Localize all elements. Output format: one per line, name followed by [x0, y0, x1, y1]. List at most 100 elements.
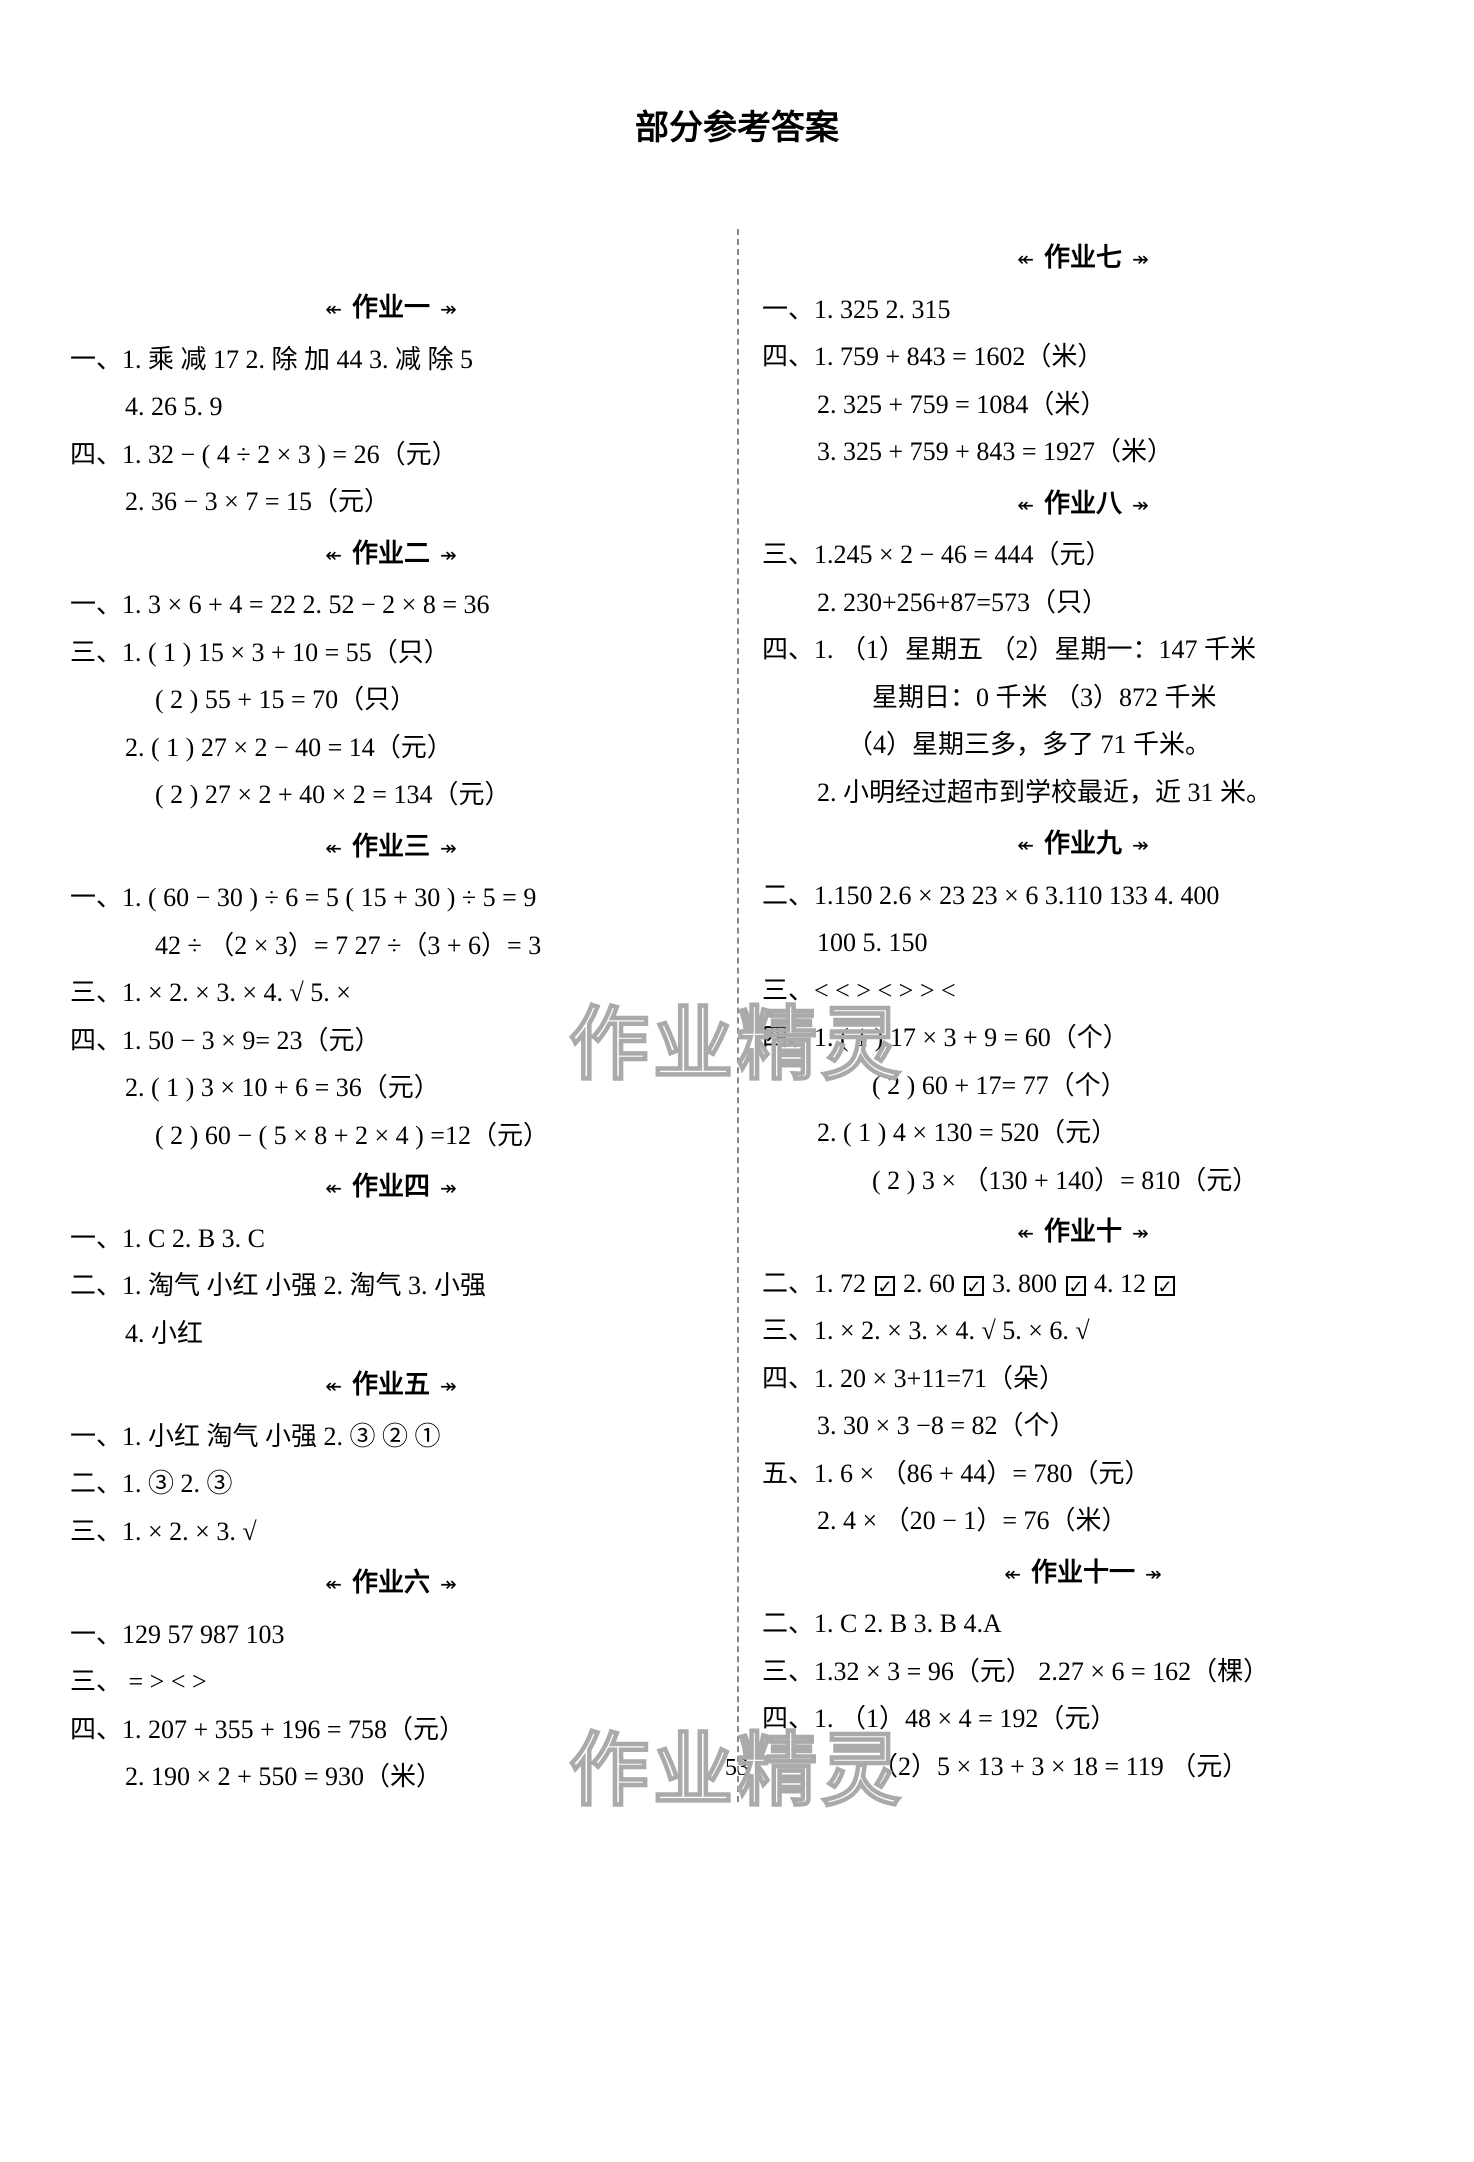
answer-line: 二、1. 72 2. 60 3. 800 4. 12: [762, 1261, 1404, 1307]
answer-line: 2. 325 + 759 = 1084（米）: [762, 382, 1404, 428]
hw5-title: 作业五: [352, 1370, 430, 1399]
answer-line: 2. ( 1 ) 3 × 10 + 6 = 36（元）: [70, 1065, 712, 1111]
arrow-left-icon: ↞: [325, 1376, 342, 1398]
answer-line: 四、1. ( 1 ) 17 × 3 + 9 = 60（个）: [762, 1015, 1404, 1061]
arrow-left-icon: ↞: [325, 1178, 342, 1200]
answer-line: 一、1. C 2. B 3. C: [70, 1216, 712, 1262]
answer-line: 一、1. 乘 减 17 2. 除 加 44 3. 减 除 5: [70, 337, 712, 383]
hw10-header: ↞ 作业十 ↠: [762, 1209, 1404, 1255]
page-number: 53: [725, 1755, 749, 1782]
answer-line: 2. ( 1 ) 4 × 130 = 520（元）: [762, 1110, 1404, 1156]
hw9-header: ↞ 作业九 ↠: [762, 821, 1404, 867]
arrow-right-icon: ↠: [440, 1376, 457, 1398]
arrow-left-icon: ↞: [325, 1574, 342, 1596]
answer-line: 三、< < > < > > <: [762, 968, 1404, 1014]
column-divider: [737, 229, 739, 1802]
hw1-title: 作业一: [352, 293, 430, 322]
answer-line: 四、1. 32 − ( 4 ÷ 2 × 3 ) = 26（元）: [70, 432, 712, 478]
hw1-header: ↞作业一↠: [70, 285, 712, 331]
answer-line: 二、1.150 2.6 × 23 23 × 6 3.110 133 4. 400: [762, 873, 1404, 919]
answer-line: 三、1.32 × 3 = 96（元） 2.27 × 6 = 162（棵）: [762, 1649, 1404, 1695]
hw9-title: 作业九: [1044, 829, 1122, 858]
arrow-left-icon: ↞: [1004, 1564, 1021, 1586]
answer-line: 一、1. ( 60 − 30 ) ÷ 6 = 5 ( 15 + 30 ) ÷ 5…: [70, 875, 712, 921]
hw6-title: 作业六: [352, 1568, 430, 1597]
answer-line: 4. 小红: [70, 1311, 712, 1357]
arrow-right-icon: ↠: [1132, 835, 1149, 857]
right-column: ↞ 作业七 ↠ 一、1. 325 2. 315 四、1. 759 + 843 = 1…: [737, 229, 1404, 1802]
checkbox-icon: [1066, 1276, 1086, 1296]
hw7-header: ↞ 作业七 ↠: [762, 235, 1404, 281]
answer-text: 2. 60: [897, 1269, 962, 1298]
hw11-title: 作业十一: [1031, 1558, 1135, 1587]
answer-line: 四、1. （1）星期五 （2）星期一：147 千米: [762, 627, 1404, 673]
answer-line: ( 2 ) 60 + 17= 77（个）: [762, 1063, 1404, 1109]
answer-line: 2. 190 × 2 + 550 = 930（米）: [70, 1754, 712, 1800]
answer-line: 2. ( 1 ) 27 × 2 − 40 = 14（元）: [70, 725, 712, 771]
answer-line: 二、1. 淘气 小红 小强 2. 淘气 3. 小强: [70, 1263, 712, 1309]
answer-line: 一、1. 小红 淘气 小强 2. ③ ② ①: [70, 1414, 712, 1460]
answer-line: 四、1. 759 + 843 = 1602（米）: [762, 334, 1404, 380]
answer-line: 四、1. 20 × 3+11=71（朵）: [762, 1356, 1404, 1402]
arrow-right-icon: ↠: [1132, 249, 1149, 271]
answer-line: ( 2 ) 55 + 15 = 70（只）: [70, 677, 712, 723]
hw4-title: 作业四: [352, 1172, 430, 1201]
answer-line: 3. 325 + 759 + 843 = 1927（米）: [762, 429, 1404, 475]
arrow-left-icon: ↞: [325, 545, 342, 567]
arrow-left-icon: ↞: [1017, 835, 1034, 857]
answer-line: 四、1. （1）48 × 4 = 192（元）: [762, 1696, 1404, 1742]
answer-line: ( 2 ) 60 − ( 5 × 8 + 2 × 4 ) =12（元）: [70, 1113, 712, 1159]
answer-line: 二、1. C 2. B 3. B 4.A: [762, 1601, 1404, 1647]
answer-line: 四、1. 50 − 3 × 9= 23（元）: [70, 1018, 712, 1064]
answer-text: 3. 800: [986, 1269, 1064, 1298]
answer-line: 三、1. × 2. × 3. × 4. √ 5. × 6. √: [762, 1308, 1404, 1354]
answer-line: 2. 小明经过超市到学校最近，近 31 米。: [762, 770, 1404, 816]
hw11-header: ↞ 作业十一 ↠: [762, 1550, 1404, 1596]
arrow-right-icon: ↠: [1132, 1223, 1149, 1245]
answer-line: ( 2 ) 3 × （130 + 140）= 810（元）: [762, 1158, 1404, 1204]
answer-line: 一、1. 3 × 6 + 4 = 22 2. 52 − 2 × 8 = 36: [70, 582, 712, 628]
answer-line: ( 2 ) 27 × 2 + 40 × 2 = 134（元）: [70, 772, 712, 818]
arrow-right-icon: ↠: [1145, 1564, 1162, 1586]
answer-line: 二、1. ③ 2. ③: [70, 1461, 712, 1507]
arrow-left-icon: ↞: [1017, 1223, 1034, 1245]
answer-line: （4）星期三多，多了 71 千米。: [762, 722, 1404, 768]
answer-line: 一、1. 325 2. 315: [762, 287, 1404, 333]
hw4-header: ↞ 作业四 ↠: [70, 1164, 712, 1210]
answer-line: 三、1.245 × 2 − 46 = 444（元）: [762, 532, 1404, 578]
answer-line: 三、1. × 2. × 3. × 4. √ 5. ×: [70, 970, 712, 1016]
content-wrapper: ↞ 作业一 ↠ 一、1. 乘 减 17 2. 除 加 44 3. 减 除 5 4. …: [40, 229, 1434, 1802]
answer-line: 三、1. × 2. × 3. √: [70, 1509, 712, 1555]
hw7-title: 作业七: [1044, 243, 1122, 272]
hw2-title: 作业二: [352, 539, 430, 568]
hw3-header: ↞作业三↠: [70, 824, 712, 870]
arrow-left-icon: ↞: [1017, 249, 1034, 271]
arrow-left-icon: ↞: [1017, 495, 1034, 517]
answer-text: 4. 12: [1088, 1269, 1153, 1298]
arrow-right-icon: ↠: [1132, 495, 1149, 517]
answer-line: 三、1. ( 1 ) 15 × 3 + 10 = 55（只）: [70, 630, 712, 676]
answer-line: 五、1. 6 × （86 + 44）= 780（元）: [762, 1451, 1404, 1497]
answer-line: 2. 230+256+87=573（只）: [762, 580, 1404, 626]
answer-text: 二、1. 72: [762, 1269, 873, 1298]
checkbox-icon: [1155, 1276, 1175, 1296]
answer-line: （2）5 × 13 + 3 × 18 = 119 （元）: [762, 1744, 1404, 1790]
answer-line: 2. 4 × （20 − 1）= 76（米）: [762, 1498, 1404, 1544]
checkbox-icon: [964, 1276, 984, 1296]
arrow-left-icon: ↞: [325, 838, 342, 860]
hw8-header: ↞ 作业八 ↠: [762, 481, 1404, 527]
hw10-title: 作业十: [1044, 1217, 1122, 1246]
answer-line: 三、 = > < >: [70, 1659, 712, 1705]
arrow-left-icon: ↞: [325, 299, 342, 321]
hw5-header: ↞ 作业五 ↠: [70, 1362, 712, 1408]
answer-line: 100 5. 150: [762, 920, 1404, 966]
answer-line: 42 ÷ （2 × 3）= 7 27 ÷（3 + 6）= 3: [70, 923, 712, 969]
answer-line: 四、1. 207 + 355 + 196 = 758（元）: [70, 1707, 712, 1753]
left-column: ↞ 作业一 ↠ 一、1. 乘 减 17 2. 除 加 44 3. 减 除 5 4. …: [70, 229, 737, 1802]
hw8-title: 作业八: [1044, 489, 1122, 518]
arrow-right-icon: ↠: [440, 1178, 457, 1200]
answer-line: 2. 36 − 3 × 7 = 15（元）: [70, 479, 712, 525]
answer-line: 3. 30 × 3 −8 = 82（个）: [762, 1403, 1404, 1449]
checkbox-icon: [875, 1276, 895, 1296]
page-title: 部分参考答案: [40, 100, 1434, 149]
